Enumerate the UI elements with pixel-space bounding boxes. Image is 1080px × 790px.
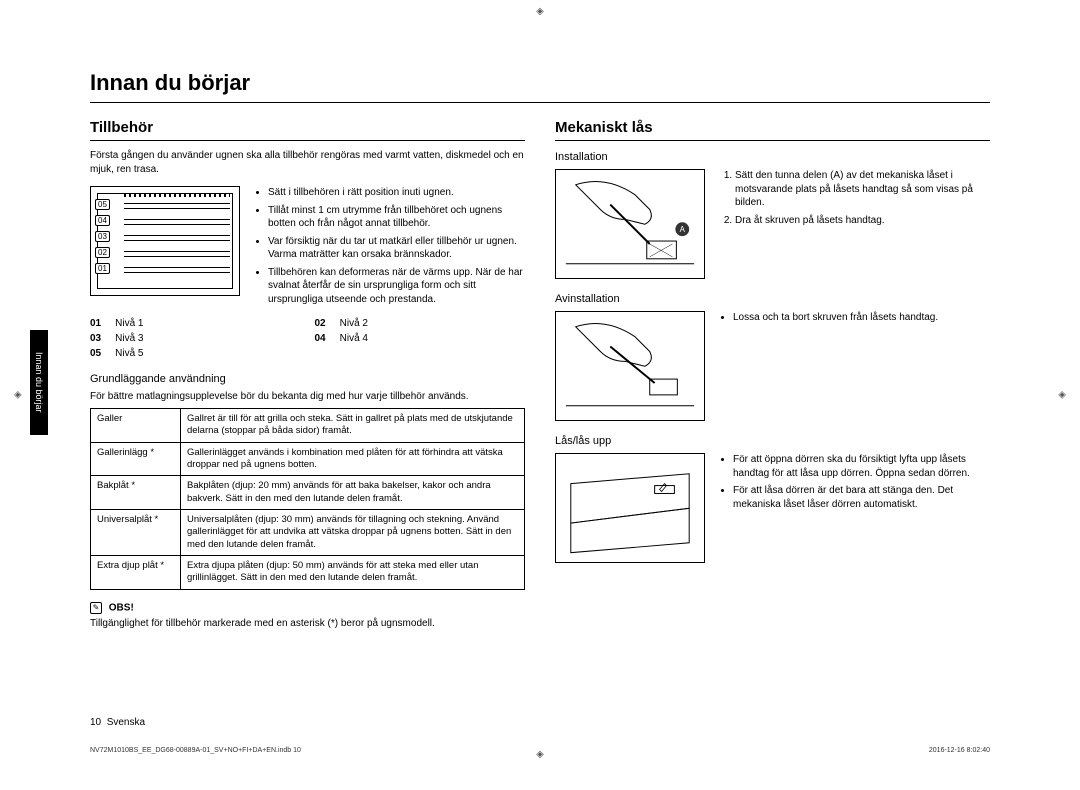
crop-mark-right: ◈ [1058,390,1066,401]
uninstall-heading: Avinstallation [555,293,990,305]
accessories-intro: Första gången du använder ugnen ska alla… [90,149,525,176]
lock-diagram [555,453,705,563]
install-step: Sätt den tunna delen (A) av det mekanisk… [735,169,990,210]
legend-text: Nivå 3 [115,333,300,344]
accessory-name: Universalplåt * [91,510,181,556]
install-step: Dra åt skruven på låsets handtag. [735,214,990,228]
main-title: Innan du börjar [90,70,990,103]
accessory-name: Bakplåt * [91,476,181,510]
accessory-name: Gallerinlägg * [91,442,181,476]
install-steps: Sätt den tunna delen (A) av det mekanisk… [719,169,990,227]
legend-num: 02 [315,318,326,329]
oven-level-01: 01 [95,263,110,274]
accessory-desc: Bakplåten (djup: 20 mm) används för att … [181,476,525,510]
install-diagram: A [555,169,705,279]
note-text: Tillgänglighet för tillbehör markerade m… [90,618,525,629]
side-tab: Innan du börjar [30,330,48,435]
accessory-name: Galler [91,409,181,443]
accessory-desc: Extra djupa plåten (djup: 50 mm) används… [181,556,525,590]
lock-bullet: För att låsa dörren är det bara att stän… [733,484,990,511]
table-row: Gallerinlägg *Gallerinlägget används i k… [91,442,525,476]
right-column: Mekaniskt lås Installation A [555,119,990,629]
legend-text: Nivå 1 [115,318,300,329]
oven-bullet: Sätt i tillbehören i rätt position inuti… [268,186,525,200]
hand-unscrew-icon [556,312,704,421]
oven-bullet-list: Sätt i tillbehören i rätt position inuti… [254,186,525,310]
table-row: Universalplåt *Universalplåten (djup: 30… [91,510,525,556]
hand-screwdriver-icon: A [556,170,704,279]
note-block: ✎ OBS! Tillgänglighet för tillbehör mark… [90,602,525,629]
note-icon: ✎ [90,602,102,614]
oven-diagram: 05 04 03 02 01 [90,186,240,296]
accessories-table: GallerGallret är till för att grilla och… [90,408,525,590]
crop-mark-top: ◈ [536,6,544,17]
oven-level-02: 02 [95,247,110,258]
oven-level-03: 03 [95,231,110,242]
crop-mark-left: ◈ [14,390,22,401]
uninstall-bullet: Lossa och ta bort skruven från låsets ha… [733,311,990,325]
oven-bullet: Tillåt minst 1 cm utrymme från tillbehör… [268,204,525,231]
mechanical-lock-title: Mekaniskt lås [555,119,990,141]
oven-bullet: Tillbehören kan deformeras när de värms … [268,266,525,307]
footer-file: NV72M1010BS_EE_DG68-00889A-01_SV+NO+FI+D… [90,747,301,754]
lock-bullet: För att öppna dörren ska du försiktigt l… [733,453,990,480]
legend-num: 04 [315,333,326,344]
page-content: Innan du börjar Tillbehör Första gången … [50,30,1030,760]
lock-heading: Lås/lås upp [555,435,990,447]
oven-level-05: 05 [95,199,110,210]
table-row: GallerGallret är till för att grilla och… [91,409,525,443]
note-label: OBS! [109,602,134,613]
page-number: 10 Svenska [90,717,145,728]
install-heading: Installation [555,151,990,163]
legend-num: 05 [90,348,101,359]
legend-text: Nivå 4 [340,333,525,344]
usage-heading: Grundläggande användning [90,373,525,385]
legend-text: Nivå 2 [340,318,525,329]
left-column: Tillbehör Första gången du använder ugne… [90,119,525,629]
footer: NV72M1010BS_EE_DG68-00889A-01_SV+NO+FI+D… [90,747,990,754]
accessory-desc: Gallerinlägget används i kombination med… [181,442,525,476]
accessories-title: Tillbehör [90,119,525,141]
svg-text:A: A [680,225,686,234]
oven-bullet: Var försiktig när du tar ut matkärl elle… [268,235,525,262]
usage-intro: För bättre matlagningsupplevelse bör du … [90,391,525,402]
legend-num: 03 [90,333,101,344]
uninstall-list: Lossa och ta bort skruven från låsets ha… [719,311,990,325]
oven-level-04: 04 [95,215,110,226]
legend-num: 01 [90,318,101,329]
accessory-name: Extra djup plåt * [91,556,181,590]
accessory-desc: Universalplåten (djup: 30 mm) används fö… [181,510,525,556]
lock-list: För att öppna dörren ska du försiktigt l… [719,453,990,511]
uninstall-diagram [555,311,705,421]
legend-text: Nivå 5 [115,348,300,359]
footer-timestamp: 2016-12-16 8:02:40 [929,747,990,754]
door-edge-icon [556,454,704,563]
table-row: Bakplåt *Bakplåten (djup: 20 mm) används… [91,476,525,510]
table-row: Extra djup plåt *Extra djupa plåten (dju… [91,556,525,590]
level-legend: 01 Nivå 1 02 Nivå 2 03 Nivå 3 04 Nivå 4 05 Ni… [90,318,525,359]
accessory-desc: Gallret är till för att grilla och steka… [181,409,525,443]
